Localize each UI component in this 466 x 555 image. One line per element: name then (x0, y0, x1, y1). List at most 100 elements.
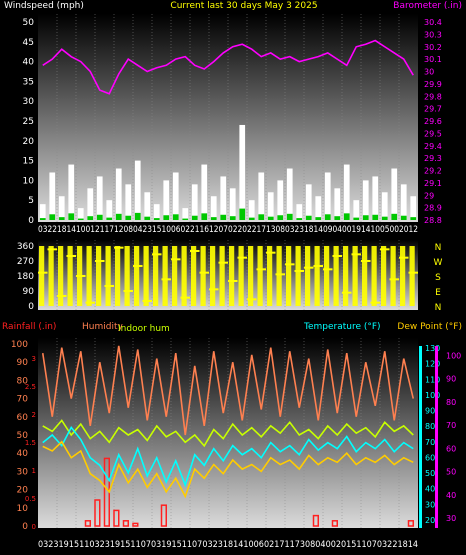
rainfall-bar (122, 520, 129, 527)
humidity-tick-label: 40 (17, 449, 29, 459)
windspeed-tick-label: 30 (23, 97, 35, 107)
direction-point (152, 253, 162, 256)
direction-sample (134, 246, 140, 306)
rainfall-tick-label: 1.5 (25, 439, 36, 447)
direction-sample (390, 246, 396, 306)
windspeed-tick-label: 10 (23, 176, 35, 186)
wind-average-bar (58, 217, 65, 220)
wind-gust-bar (58, 196, 65, 220)
series-line (41, 345, 415, 436)
wind-gust-bar (296, 204, 303, 220)
series-line (42, 425, 414, 488)
rainfall-tick-label: 0 (32, 523, 36, 531)
windspeed-tick-label: 20 (23, 137, 35, 147)
wind-gust-bar (286, 168, 293, 220)
direction-sample (305, 246, 311, 306)
direction-point (85, 301, 95, 304)
indoor-hum-label: Indoor hum (118, 324, 170, 334)
rainfall-bar (160, 504, 167, 527)
wind-average-bar (305, 215, 312, 220)
direction-sample (352, 246, 358, 306)
direction-sample (343, 246, 349, 306)
compass-label: N (435, 303, 442, 313)
direction-sample (371, 246, 377, 306)
barometer-tick-label: 29.3 (424, 154, 442, 163)
wind-average-bar (372, 214, 379, 220)
wind-average-bar (410, 217, 417, 220)
barometer-tick-label: 29.7 (424, 105, 442, 114)
wind-gust-bar (381, 192, 388, 220)
direction-sample (238, 246, 244, 306)
direction-sample (381, 246, 387, 306)
direction-point (218, 261, 228, 264)
direction-sample (105, 246, 111, 306)
wind-average-bar (125, 215, 132, 220)
direction-sample (143, 246, 149, 306)
dewpoint-tick-label: 100 (446, 351, 461, 360)
direction-point (76, 275, 86, 277)
temperature-tick-label: 120 (425, 360, 440, 369)
wind-average-bar (182, 218, 189, 220)
rainfall-y-ticks: 0 0.5 1 1.5 2 2.5 3 (25, 355, 36, 531)
wind-gust-bar (115, 168, 122, 220)
wind-average-bar (172, 214, 179, 220)
direction-sample (295, 246, 301, 306)
direction-point (209, 288, 219, 291)
direction-sample (267, 246, 273, 306)
barometer-tick-label: 29.6 (424, 117, 442, 126)
direction-point (275, 273, 285, 276)
direction-sample (172, 246, 178, 306)
dewpoint-y-ticks: 30 40 50 60 70 80 90 100 (446, 351, 461, 523)
direction-sample (276, 246, 282, 306)
direction-point (47, 248, 57, 251)
direction-tick-label: 90 (23, 287, 35, 297)
wind-average-bar (39, 218, 46, 220)
compass-label: W (434, 258, 443, 268)
direction-point (380, 248, 390, 251)
wind-gust-bar (201, 164, 208, 220)
direction-sample (86, 246, 92, 306)
wind-gust-bar (172, 172, 179, 220)
direction-point (313, 265, 323, 267)
direction-point (256, 268, 266, 271)
wind-gust-bar (305, 184, 312, 220)
temperature-y-ticks: 20 30 40 50 60 70 80 90 100 110 120 130 (425, 344, 440, 525)
humidity-tick-label: 0 (22, 522, 28, 532)
wind-gust-bar (315, 196, 322, 220)
wind-x-labels: 0322181410012117120804231510060221161207… (38, 225, 418, 235)
direction-sample (219, 246, 225, 306)
direction-point (332, 255, 342, 257)
windspeed-tick-label: 0 (28, 216, 34, 226)
wind-gust-bar (391, 168, 398, 220)
rainfall-tick-label: 2 (32, 411, 36, 419)
rainfall-bar (132, 522, 139, 527)
wind-gust-bar (400, 184, 407, 220)
direction-point (66, 255, 76, 257)
barometer-tick-label: 29.5 (424, 129, 442, 138)
temperature-tick-label: 20 (425, 516, 435, 525)
direction-point (123, 290, 133, 292)
direction-point (399, 256, 409, 259)
windspeed-tick-label: 45 (23, 38, 34, 48)
wind-average-bar (163, 215, 170, 220)
windspeed-tick-label: 40 (23, 58, 35, 68)
wind-gust-bar (96, 176, 103, 220)
wind-average-bar (239, 208, 246, 220)
direction-sample (257, 246, 263, 306)
direction-sample (162, 246, 168, 306)
direction-tick-label: 180 (17, 272, 34, 282)
direction-point (370, 301, 380, 304)
wind-average-bar (68, 213, 75, 220)
compass-label: E (435, 288, 441, 298)
wind-gust-bar (248, 200, 255, 220)
climate-series (41, 345, 415, 527)
direction-sample (96, 246, 102, 306)
direction-point (133, 265, 143, 267)
wind-average-bar (191, 215, 198, 220)
wind-average-bar (248, 217, 255, 220)
wind-gust-bar (277, 180, 284, 220)
direction-tick-label: 0 (28, 302, 34, 312)
dewpoint-tick-label: 50 (446, 468, 456, 477)
direction-sample (124, 246, 130, 306)
